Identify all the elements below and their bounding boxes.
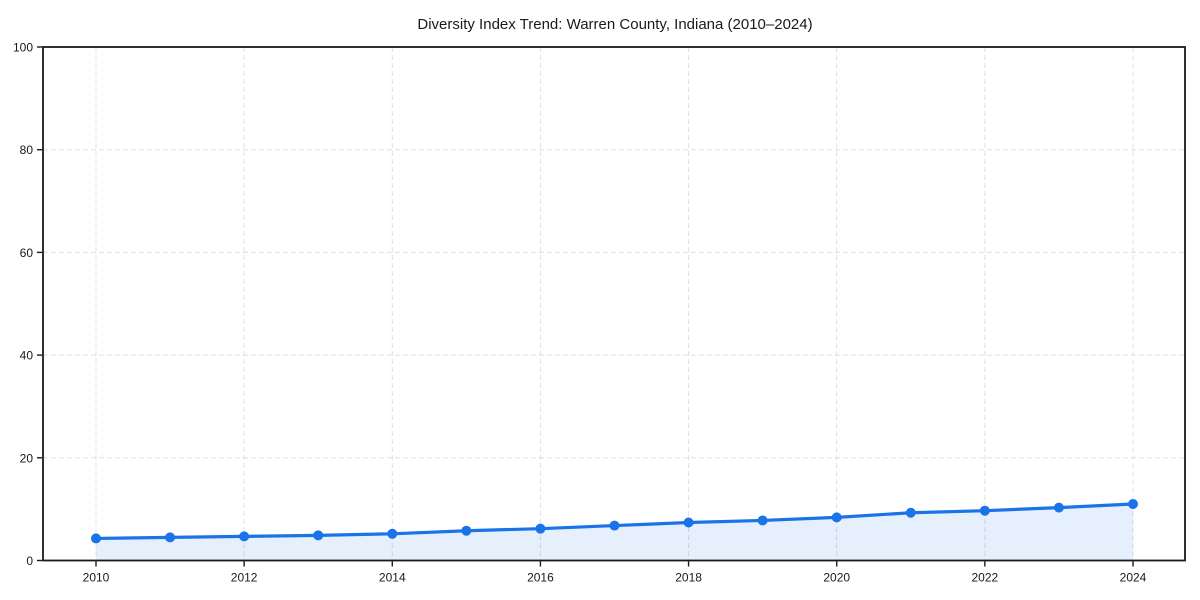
x-tick-label: 2020 <box>823 571 850 585</box>
point-layer <box>91 499 1138 544</box>
data-point <box>387 528 398 539</box>
grid-layer <box>43 46 1185 561</box>
y-tick-label: 80 <box>20 143 34 157</box>
data-point <box>1128 499 1138 510</box>
data-point <box>91 533 101 544</box>
data-point <box>165 532 176 543</box>
frame-layer <box>42 46 1186 562</box>
data-point <box>461 525 472 536</box>
tick-layer: 2010 2012 2014 2016 2018 2020 2022 2024 0 20 40 60 8… <box>13 41 1147 585</box>
data-point <box>239 531 250 542</box>
x-tick-label: 2024 <box>1120 571 1147 585</box>
data-point <box>1053 502 1064 513</box>
chart-title: Diversity Index Trend: Warren County, In… <box>417 16 812 33</box>
area-layer <box>96 504 1133 561</box>
data-point <box>683 517 694 528</box>
y-tick-label: 0 <box>26 554 33 568</box>
y-tick-label: 60 <box>20 246 34 260</box>
x-tick-label: 2016 <box>527 571 554 585</box>
y-tick-label: 40 <box>20 349 34 363</box>
x-tick-label: 2012 <box>231 571 258 585</box>
x-tick-label: 2018 <box>675 571 702 585</box>
x-tick-label: 2010 <box>83 571 110 585</box>
y-tick-label: 20 <box>20 451 34 465</box>
data-point <box>535 523 546 534</box>
y-tick-label: 100 <box>13 41 33 55</box>
data-point <box>757 515 768 526</box>
data-point <box>313 530 324 541</box>
data-point <box>905 507 916 518</box>
plot-frame <box>42 46 1186 562</box>
data-point <box>979 505 990 516</box>
data-point <box>609 520 620 531</box>
x-tick-label: 2022 <box>972 571 999 585</box>
data-point <box>831 512 842 523</box>
area-fill <box>96 504 1133 561</box>
x-tick-label: 2014 <box>379 571 406 585</box>
